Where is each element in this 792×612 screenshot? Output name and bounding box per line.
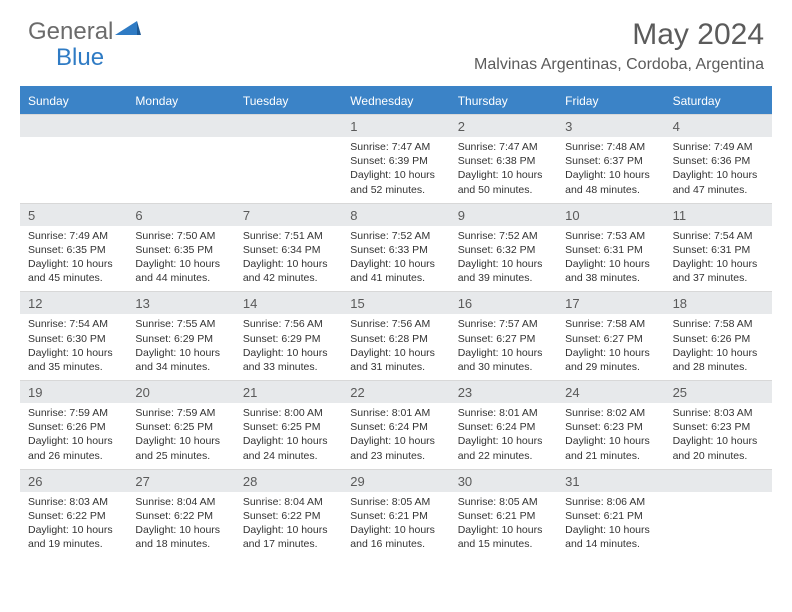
day-number: 31 bbox=[557, 469, 664, 492]
day-body bbox=[235, 137, 342, 203]
day-body: Sunrise: 7:56 AMSunset: 6:29 PMDaylight:… bbox=[235, 314, 342, 380]
day-number: 8 bbox=[342, 203, 449, 226]
day-body: Sunrise: 7:56 AMSunset: 6:28 PMDaylight:… bbox=[342, 314, 449, 380]
day-number: 20 bbox=[127, 380, 234, 403]
day-number: 25 bbox=[665, 380, 772, 403]
day-body: Sunrise: 7:53 AMSunset: 6:31 PMDaylight:… bbox=[557, 226, 664, 292]
day-body: Sunrise: 8:02 AMSunset: 6:23 PMDaylight:… bbox=[557, 403, 664, 469]
day-number: 12 bbox=[20, 291, 127, 314]
day-body: Sunrise: 7:49 AMSunset: 6:36 PMDaylight:… bbox=[665, 137, 772, 203]
week-daynum-row: 262728293031 bbox=[20, 469, 772, 492]
day-body: Sunrise: 8:05 AMSunset: 6:21 PMDaylight:… bbox=[342, 492, 449, 558]
day-body: Sunrise: 7:48 AMSunset: 6:37 PMDaylight:… bbox=[557, 137, 664, 203]
day-number: 6 bbox=[127, 203, 234, 226]
week-body-row: Sunrise: 7:59 AMSunset: 6:26 PMDaylight:… bbox=[20, 403, 772, 469]
week-daynum-row: 12131415161718 bbox=[20, 291, 772, 314]
dow-cell: Monday bbox=[127, 88, 234, 114]
location-text: Malvinas Argentinas, Cordoba, Argentina bbox=[474, 56, 764, 74]
week-body-row: Sunrise: 7:47 AMSunset: 6:39 PMDaylight:… bbox=[20, 137, 772, 203]
day-body bbox=[20, 137, 127, 203]
week-body-row: Sunrise: 7:49 AMSunset: 6:35 PMDaylight:… bbox=[20, 226, 772, 292]
day-number: 30 bbox=[450, 469, 557, 492]
day-body: Sunrise: 7:59 AMSunset: 6:25 PMDaylight:… bbox=[127, 403, 234, 469]
dow-cell: Tuesday bbox=[235, 88, 342, 114]
logo: General Blue bbox=[28, 18, 141, 46]
day-body: Sunrise: 8:00 AMSunset: 6:25 PMDaylight:… bbox=[235, 403, 342, 469]
dow-cell: Saturday bbox=[665, 88, 772, 114]
day-number bbox=[665, 469, 772, 492]
day-body: Sunrise: 7:58 AMSunset: 6:26 PMDaylight:… bbox=[665, 314, 772, 380]
day-body: Sunrise: 7:47 AMSunset: 6:39 PMDaylight:… bbox=[342, 137, 449, 203]
day-number: 23 bbox=[450, 380, 557, 403]
dow-cell: Friday bbox=[557, 88, 664, 114]
day-body: Sunrise: 7:47 AMSunset: 6:38 PMDaylight:… bbox=[450, 137, 557, 203]
day-body: Sunrise: 7:52 AMSunset: 6:32 PMDaylight:… bbox=[450, 226, 557, 292]
day-number: 2 bbox=[450, 114, 557, 137]
day-body: Sunrise: 7:58 AMSunset: 6:27 PMDaylight:… bbox=[557, 314, 664, 380]
day-number: 16 bbox=[450, 291, 557, 314]
logo-triangle-icon bbox=[115, 19, 141, 42]
day-number: 11 bbox=[665, 203, 772, 226]
dow-cell: Thursday bbox=[450, 88, 557, 114]
day-number: 26 bbox=[20, 469, 127, 492]
day-number bbox=[127, 114, 234, 137]
day-body: Sunrise: 7:55 AMSunset: 6:29 PMDaylight:… bbox=[127, 314, 234, 380]
day-body bbox=[665, 492, 772, 558]
day-number: 5 bbox=[20, 203, 127, 226]
weeks-container: 1234Sunrise: 7:47 AMSunset: 6:39 PMDayli… bbox=[20, 114, 772, 557]
week-daynum-row: 19202122232425 bbox=[20, 380, 772, 403]
day-body: Sunrise: 8:01 AMSunset: 6:24 PMDaylight:… bbox=[450, 403, 557, 469]
calendar: SundayMondayTuesdayWednesdayThursdayFrid… bbox=[20, 86, 772, 557]
day-number: 4 bbox=[665, 114, 772, 137]
week-daynum-row: 567891011 bbox=[20, 203, 772, 226]
day-number bbox=[20, 114, 127, 137]
day-number: 22 bbox=[342, 380, 449, 403]
title-block: May 2024 Malvinas Argentinas, Cordoba, A… bbox=[474, 18, 764, 74]
day-body: Sunrise: 8:05 AMSunset: 6:21 PMDaylight:… bbox=[450, 492, 557, 558]
day-number: 17 bbox=[557, 291, 664, 314]
header: General Blue May 2024 Malvinas Argentina… bbox=[0, 0, 792, 78]
day-number: 10 bbox=[557, 203, 664, 226]
month-title: May 2024 bbox=[474, 18, 764, 52]
day-number: 28 bbox=[235, 469, 342, 492]
dow-row: SundayMondayTuesdayWednesdayThursdayFrid… bbox=[20, 88, 772, 114]
day-number: 9 bbox=[450, 203, 557, 226]
week-body-row: Sunrise: 7:54 AMSunset: 6:30 PMDaylight:… bbox=[20, 314, 772, 380]
day-body: Sunrise: 8:04 AMSunset: 6:22 PMDaylight:… bbox=[235, 492, 342, 558]
day-number: 19 bbox=[20, 380, 127, 403]
day-number: 7 bbox=[235, 203, 342, 226]
day-number bbox=[235, 114, 342, 137]
day-number: 24 bbox=[557, 380, 664, 403]
day-body: Sunrise: 7:49 AMSunset: 6:35 PMDaylight:… bbox=[20, 226, 127, 292]
day-body: Sunrise: 7:51 AMSunset: 6:34 PMDaylight:… bbox=[235, 226, 342, 292]
dow-cell: Sunday bbox=[20, 88, 127, 114]
day-number: 13 bbox=[127, 291, 234, 314]
day-body: Sunrise: 8:01 AMSunset: 6:24 PMDaylight:… bbox=[342, 403, 449, 469]
day-number: 1 bbox=[342, 114, 449, 137]
day-body bbox=[127, 137, 234, 203]
day-number: 15 bbox=[342, 291, 449, 314]
dow-cell: Wednesday bbox=[342, 88, 449, 114]
day-body: Sunrise: 8:03 AMSunset: 6:22 PMDaylight:… bbox=[20, 492, 127, 558]
day-body: Sunrise: 8:04 AMSunset: 6:22 PMDaylight:… bbox=[127, 492, 234, 558]
day-body: Sunrise: 7:50 AMSunset: 6:35 PMDaylight:… bbox=[127, 226, 234, 292]
day-number: 27 bbox=[127, 469, 234, 492]
day-number: 14 bbox=[235, 291, 342, 314]
week-daynum-row: 1234 bbox=[20, 114, 772, 137]
day-body: Sunrise: 7:54 AMSunset: 6:30 PMDaylight:… bbox=[20, 314, 127, 380]
week-body-row: Sunrise: 8:03 AMSunset: 6:22 PMDaylight:… bbox=[20, 492, 772, 558]
day-number: 3 bbox=[557, 114, 664, 137]
day-body: Sunrise: 7:59 AMSunset: 6:26 PMDaylight:… bbox=[20, 403, 127, 469]
day-body: Sunrise: 8:06 AMSunset: 6:21 PMDaylight:… bbox=[557, 492, 664, 558]
day-number: 18 bbox=[665, 291, 772, 314]
day-number: 21 bbox=[235, 380, 342, 403]
day-body: Sunrise: 8:03 AMSunset: 6:23 PMDaylight:… bbox=[665, 403, 772, 469]
day-body: Sunrise: 7:57 AMSunset: 6:27 PMDaylight:… bbox=[450, 314, 557, 380]
day-body: Sunrise: 7:52 AMSunset: 6:33 PMDaylight:… bbox=[342, 226, 449, 292]
day-body: Sunrise: 7:54 AMSunset: 6:31 PMDaylight:… bbox=[665, 226, 772, 292]
logo-text-1: General bbox=[28, 18, 113, 46]
logo-text-2: Blue bbox=[56, 44, 104, 72]
day-number: 29 bbox=[342, 469, 449, 492]
